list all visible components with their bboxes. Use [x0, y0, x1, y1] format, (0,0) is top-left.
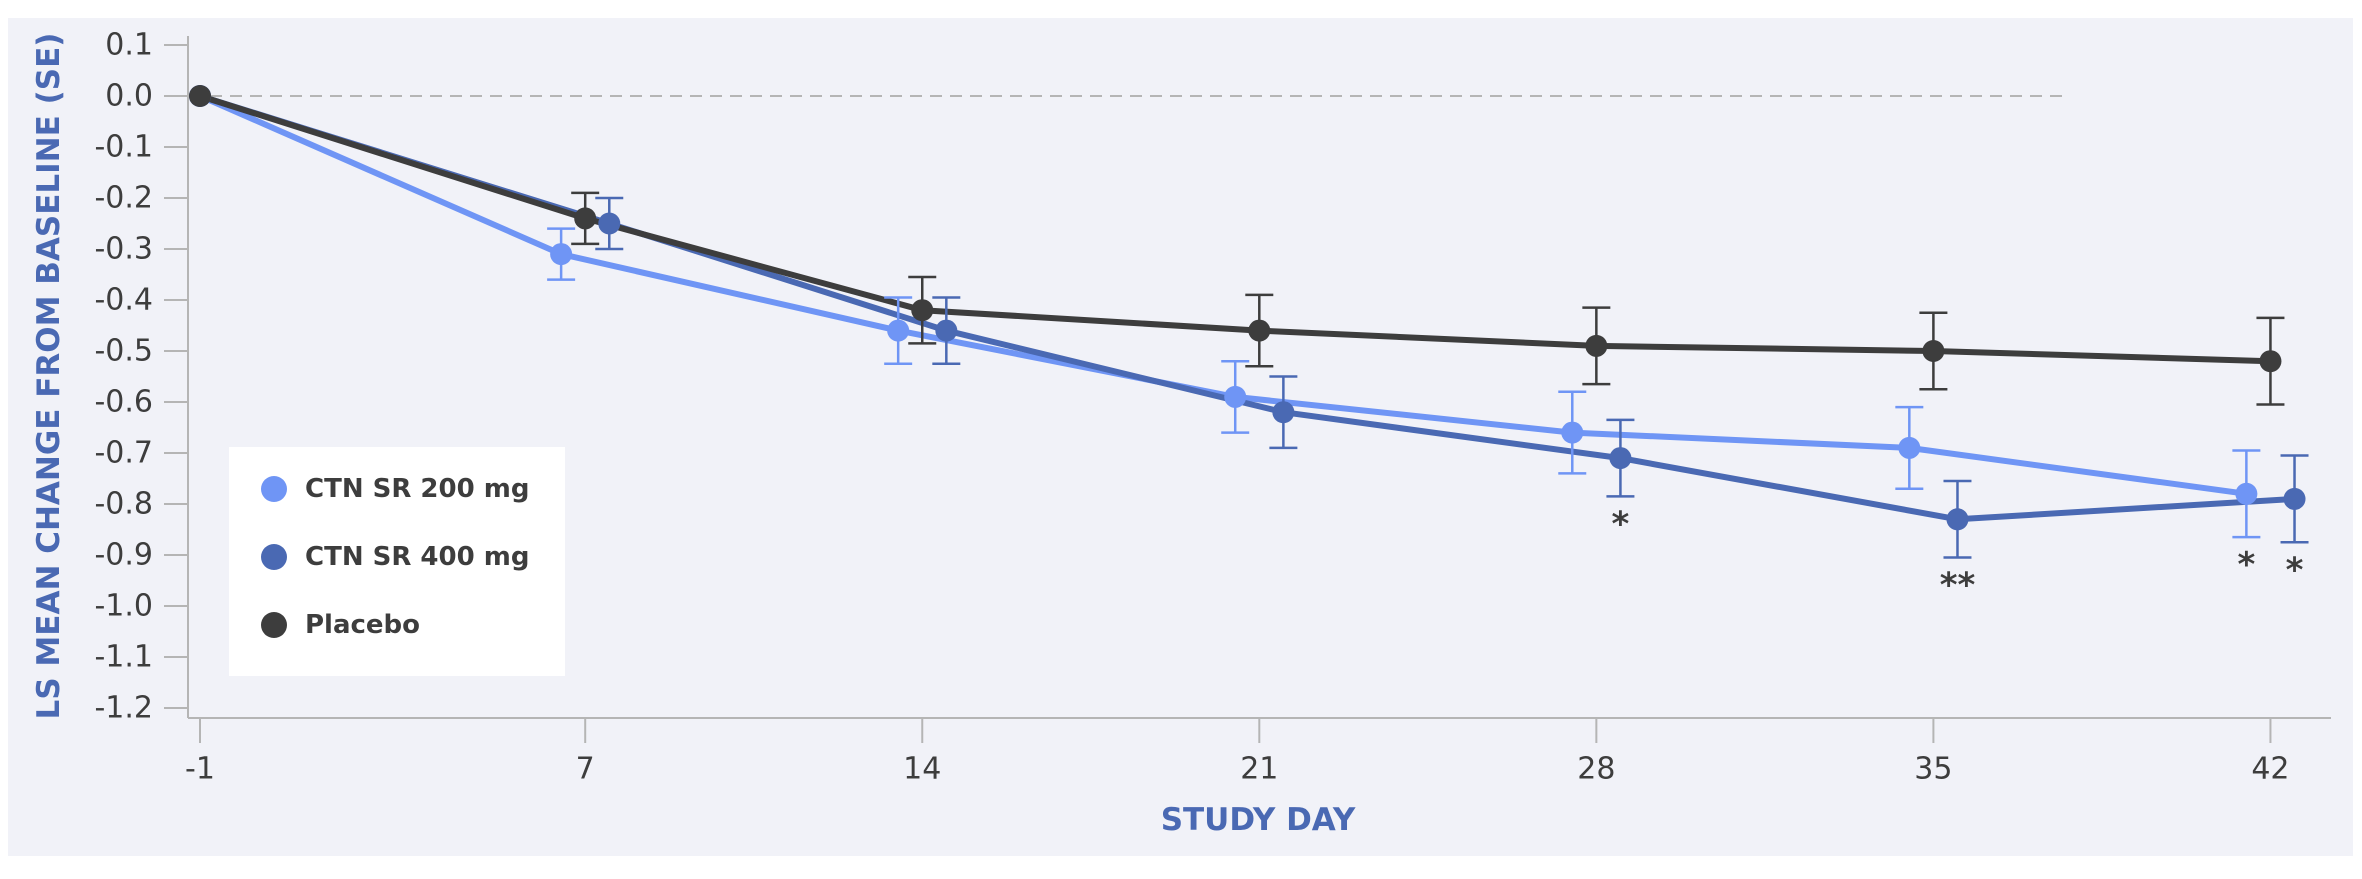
- data-point-placebo: [1248, 319, 1271, 342]
- data-point-placebo: [574, 207, 597, 230]
- data-point-ctn-sr-400-mg: [598, 212, 621, 235]
- significance-marker-ctn-sr-400-mg: *: [2286, 550, 2304, 590]
- x-tick-label: 7: [576, 752, 595, 787]
- x-tick-label: -1: [185, 752, 215, 787]
- data-point-placebo: [1922, 340, 1945, 362]
- y-tick-label: 0.0: [105, 79, 153, 114]
- legend-item-ctn-sr-400: CTN SR 400 mg: [261, 542, 529, 572]
- x-axis-title: STUDY DAY: [1161, 802, 1356, 838]
- y-tick-label: -0.7: [94, 436, 153, 471]
- significance-marker-ctn-sr-200-mg: *: [2237, 545, 2255, 585]
- x-tick-label: 28: [1577, 752, 1615, 787]
- legend-label-ctn-sr-200: CTN SR 200 mg: [305, 474, 529, 504]
- y-tick-label: -0.2: [94, 181, 153, 216]
- legend-label-ctn-sr-400: CTN SR 400 mg: [305, 542, 529, 572]
- series-points: [189, 85, 2306, 531]
- legend-label-placebo: Placebo: [305, 610, 420, 640]
- data-point-placebo: [2259, 350, 2282, 373]
- y-tick-label: -1.0: [94, 589, 153, 624]
- x-ticks: -1 7 14 21 28 35 42: [185, 719, 2290, 787]
- y-tick-label: -1.2: [94, 691, 153, 726]
- data-point-ctn-sr-200-mg: [550, 243, 573, 266]
- data-point-ctn-sr-400-mg: [935, 319, 958, 342]
- x-tick-label: 14: [903, 752, 941, 787]
- data-point-ctn-sr-200-mg: [1898, 436, 1921, 459]
- y-tick-label: -0.9: [94, 538, 153, 573]
- y-tick-label: -0.6: [94, 385, 153, 420]
- data-point-ctn-sr-200-mg: [1224, 385, 1247, 408]
- y-ticks: 0.1 0.0 -0.1 -0.2 -0.3 -0.4 -0.5 -0.6 -0.7 -0.8 -0…: [94, 28, 188, 726]
- y-tick-label: 0.1: [105, 28, 153, 63]
- significance-annotations: **** *: [1612, 504, 2304, 605]
- data-point-ctn-sr-200-mg: [887, 319, 910, 342]
- y-tick-label: -0.4: [94, 283, 153, 318]
- legend-item-placebo: Placebo: [261, 610, 420, 640]
- data-point-ctn-sr-400-mg: [1272, 401, 1295, 424]
- significance-marker-ctn-sr-400-mg: *: [1612, 504, 1630, 544]
- significance-marker-ctn-sr-400-mg: **: [1940, 566, 1976, 606]
- legend: CTN SR 200 mg CTN SR 400 mg Placebo: [229, 447, 565, 676]
- legend-marker-ctn-sr-400: [261, 544, 287, 570]
- y-tick-label: -0.8: [94, 487, 153, 522]
- y-tick-label: -0.1: [94, 130, 153, 165]
- axes: [187, 36, 2331, 719]
- data-point-placebo: [189, 85, 211, 107]
- legend-item-ctn-sr-200: CTN SR 200 mg: [261, 474, 529, 504]
- y-tick-label: -0.5: [94, 334, 153, 369]
- x-tick-label: 21: [1240, 752, 1278, 787]
- data-point-ctn-sr-400-mg: [1946, 508, 1969, 531]
- data-point-ctn-sr-200-mg: [1561, 421, 1584, 444]
- x-tick-label: 42: [2251, 752, 2289, 787]
- data-point-ctn-sr-200-mg: [2235, 482, 2258, 505]
- legend-marker-placebo: [261, 612, 287, 638]
- y-axis-title: LS MEAN CHANGE FROM BASELINE (SE): [31, 33, 67, 720]
- x-tick-label: 35: [1914, 752, 1952, 787]
- legend-marker-ctn-sr-200: [261, 476, 287, 502]
- data-point-ctn-sr-400-mg: [1609, 447, 1632, 470]
- data-point-placebo: [911, 299, 934, 322]
- y-tick-label: -0.3: [94, 232, 153, 267]
- data-point-placebo: [1585, 334, 1608, 357]
- data-point-ctn-sr-400-mg: [2283, 487, 2306, 510]
- y-tick-label: -1.1: [94, 640, 153, 675]
